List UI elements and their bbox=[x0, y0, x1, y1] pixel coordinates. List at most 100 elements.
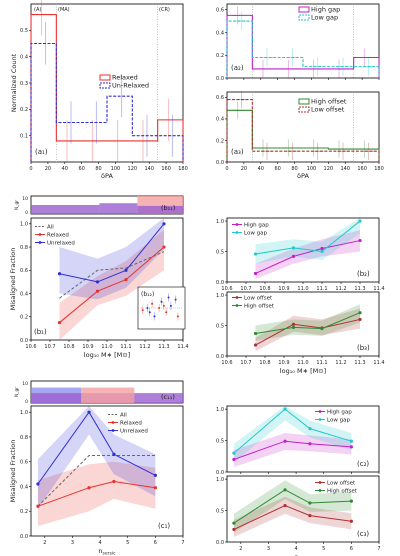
panel-label: (a₃) bbox=[231, 148, 244, 156]
series-line-low-gap bbox=[255, 220, 361, 255]
legend-marker bbox=[318, 418, 322, 421]
histogram-bar bbox=[81, 387, 135, 403]
data-point bbox=[95, 280, 100, 284]
inset-point bbox=[165, 311, 168, 314]
histogram-bar bbox=[31, 205, 100, 214]
histogram-bar bbox=[137, 205, 183, 214]
plot-frame-c3 bbox=[226, 475, 380, 543]
y-tick-label: 0.5 bbox=[216, 438, 224, 444]
y-tick-label: 0.2 bbox=[20, 509, 28, 515]
legend-marker bbox=[38, 241, 42, 244]
region-label-aligned: (A) bbox=[34, 7, 41, 13]
panel-label: (b₃) bbox=[357, 344, 370, 352]
y-tick-label: 1.0 bbox=[216, 407, 224, 413]
x-tick-label: 160 bbox=[357, 166, 367, 172]
legend-swatch bbox=[298, 106, 310, 113]
x-tick-label: 10.6 bbox=[221, 360, 232, 366]
data-point bbox=[283, 439, 287, 443]
inset-point bbox=[158, 307, 161, 309]
x-tick-label: 2 bbox=[239, 546, 242, 552]
x-tick-label: 11.1 bbox=[316, 286, 327, 292]
confidence-band bbox=[255, 308, 360, 352]
data-point bbox=[153, 486, 157, 490]
data-point bbox=[253, 343, 258, 347]
legend-swatch bbox=[298, 6, 310, 13]
series-line-unrelaxed bbox=[37, 411, 156, 485]
y-tick-label: 0.8 bbox=[20, 435, 28, 441]
confidence-band bbox=[37, 406, 156, 509]
legend-label: Relaxed bbox=[112, 74, 138, 82]
panel-label: (c₂) bbox=[357, 460, 369, 468]
data-point bbox=[124, 277, 128, 282]
data-point bbox=[320, 249, 324, 254]
data-point bbox=[308, 442, 312, 446]
legend-marker bbox=[235, 231, 239, 234]
step-low-offset bbox=[226, 98, 380, 162]
legend-marker bbox=[235, 304, 239, 307]
series-line-high-offset bbox=[233, 489, 352, 524]
data-point bbox=[95, 289, 100, 293]
panel-label: (a₁) bbox=[35, 148, 48, 156]
y-tick-label: 0.0 bbox=[216, 470, 224, 476]
x-tick-label: 6 bbox=[154, 540, 157, 546]
confidence-band bbox=[233, 433, 352, 467]
y-tick-label: 0.5 bbox=[20, 28, 28, 34]
inset-point bbox=[160, 300, 163, 303]
y-tick-label: 0.2 bbox=[20, 107, 28, 113]
data-point bbox=[253, 271, 258, 276]
x-tick-label: 5 bbox=[126, 540, 129, 546]
y-tick-label: 1.0 bbox=[20, 410, 28, 416]
legend-label: Un-Relaxed bbox=[112, 82, 149, 90]
confidence-band bbox=[59, 229, 164, 340]
x-tick-label: 10.9 bbox=[278, 360, 289, 366]
series-line-relaxed bbox=[59, 246, 165, 323]
inset-point bbox=[151, 302, 154, 305]
legend-label: Low gap bbox=[311, 14, 338, 22]
region-label-counter-rotating: (CR) bbox=[159, 7, 170, 13]
inset-point bbox=[162, 304, 165, 307]
y-tick-label: 0.5 bbox=[216, 249, 224, 255]
legend-label: Relaxed bbox=[120, 421, 142, 427]
step-high-offset bbox=[226, 109, 380, 162]
data-point bbox=[291, 325, 296, 329]
x-tick-label: 10.6 bbox=[221, 286, 232, 292]
y-tick-label: 0.2 bbox=[216, 138, 224, 144]
x-tick-label: 10.7 bbox=[44, 344, 55, 350]
x-tick-label: 11.2 bbox=[335, 360, 346, 366]
data-point bbox=[358, 311, 362, 315]
legend-label: All bbox=[120, 413, 127, 419]
x-axis-label: log₁₀ M∗ [M⊙] bbox=[84, 351, 130, 359]
y-tick-label: 10 bbox=[22, 196, 28, 202]
x-tick-label: 10.8 bbox=[63, 344, 74, 350]
legend-swatch bbox=[298, 14, 310, 21]
y-tick-label: 0.3 bbox=[20, 81, 28, 87]
series-line-high-gap bbox=[255, 240, 361, 274]
series-line-unrelaxed bbox=[59, 223, 165, 283]
y-tick-label: 0.5 bbox=[216, 323, 224, 329]
y-axis-label: Normalized Count bbox=[10, 53, 18, 112]
step-high-gap bbox=[226, 14, 380, 78]
confidence-band bbox=[233, 480, 352, 533]
panel-label: (b₁) bbox=[34, 328, 47, 336]
y-tick-label: 0.0 bbox=[20, 534, 28, 540]
data-point bbox=[162, 222, 166, 226]
x-tick-label: 11.3 bbox=[158, 344, 169, 350]
data-point bbox=[283, 407, 287, 411]
data-point bbox=[358, 219, 362, 223]
legend-label: Low offset bbox=[311, 106, 345, 114]
y-tick-label: 0.1 bbox=[20, 133, 28, 139]
plot-frame-c1 bbox=[30, 405, 184, 537]
inset-point bbox=[153, 315, 156, 318]
legend-marker bbox=[111, 429, 115, 432]
y-axis-label: Misaligned Fraction bbox=[9, 248, 17, 311]
data-point bbox=[232, 451, 236, 455]
data-point bbox=[291, 246, 296, 250]
x-tick-label: 11.4 bbox=[373, 286, 384, 292]
y-tick-label: 1.0 bbox=[20, 222, 28, 228]
x-tick-label: 5 bbox=[322, 546, 325, 552]
data-point bbox=[253, 331, 258, 336]
x-tick-label: 11.0 bbox=[297, 286, 308, 292]
legend-label: Unrelaxed bbox=[120, 429, 148, 435]
data-point bbox=[124, 268, 128, 272]
y-tick-label: 0.6 bbox=[20, 460, 28, 466]
